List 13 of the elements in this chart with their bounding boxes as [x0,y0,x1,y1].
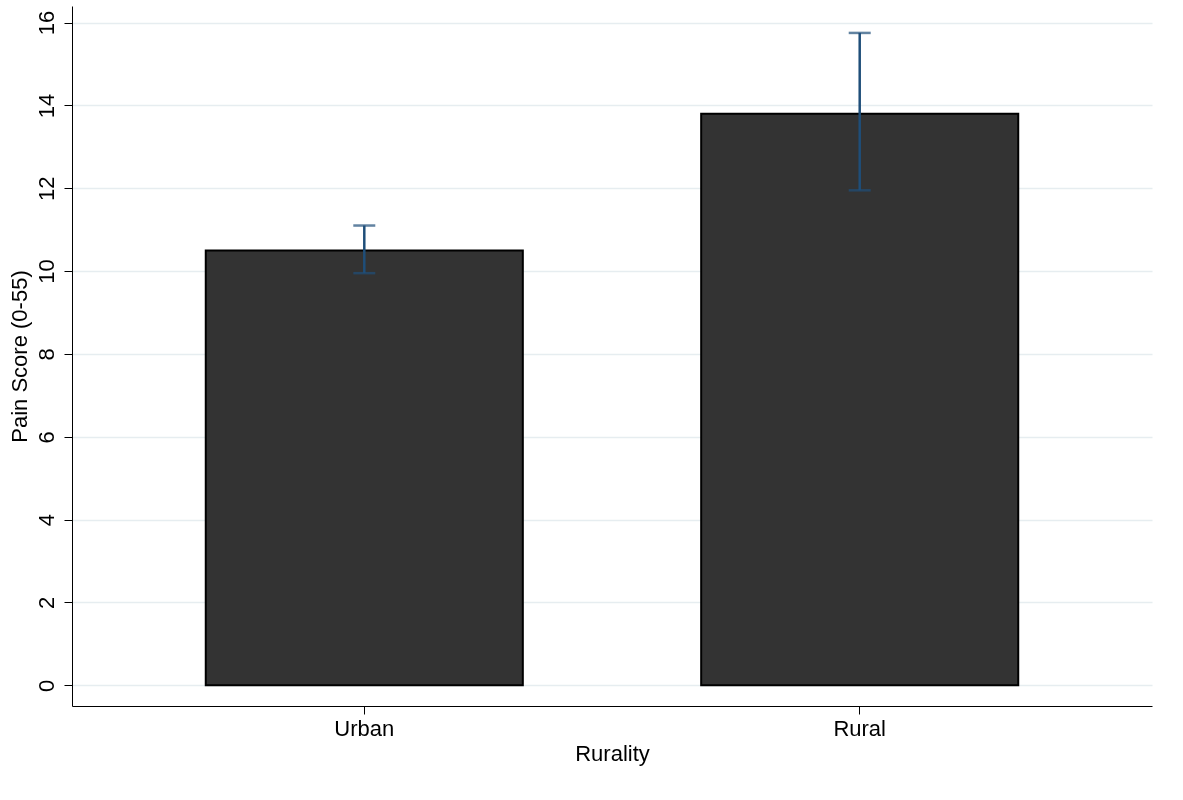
y-tick-label: 4 [33,513,59,527]
y-tick-label: 0 [33,679,59,692]
y-tick-label: 16 [33,10,59,36]
y-tick-label: 6 [33,431,59,444]
y-tick-label: 12 [33,176,59,201]
x-tick-label: Rural [833,715,886,741]
y-tick-label: 2 [33,596,59,610]
y-tick-label: 8 [33,348,59,361]
x-axis-title: Rurality [575,740,650,766]
y-tick-label: 10 [33,259,59,284]
x-tick-label: Urban [334,715,395,741]
y-axis-title: Pain Score (0-55) [6,270,32,443]
y-tick-label: 14 [33,93,59,119]
